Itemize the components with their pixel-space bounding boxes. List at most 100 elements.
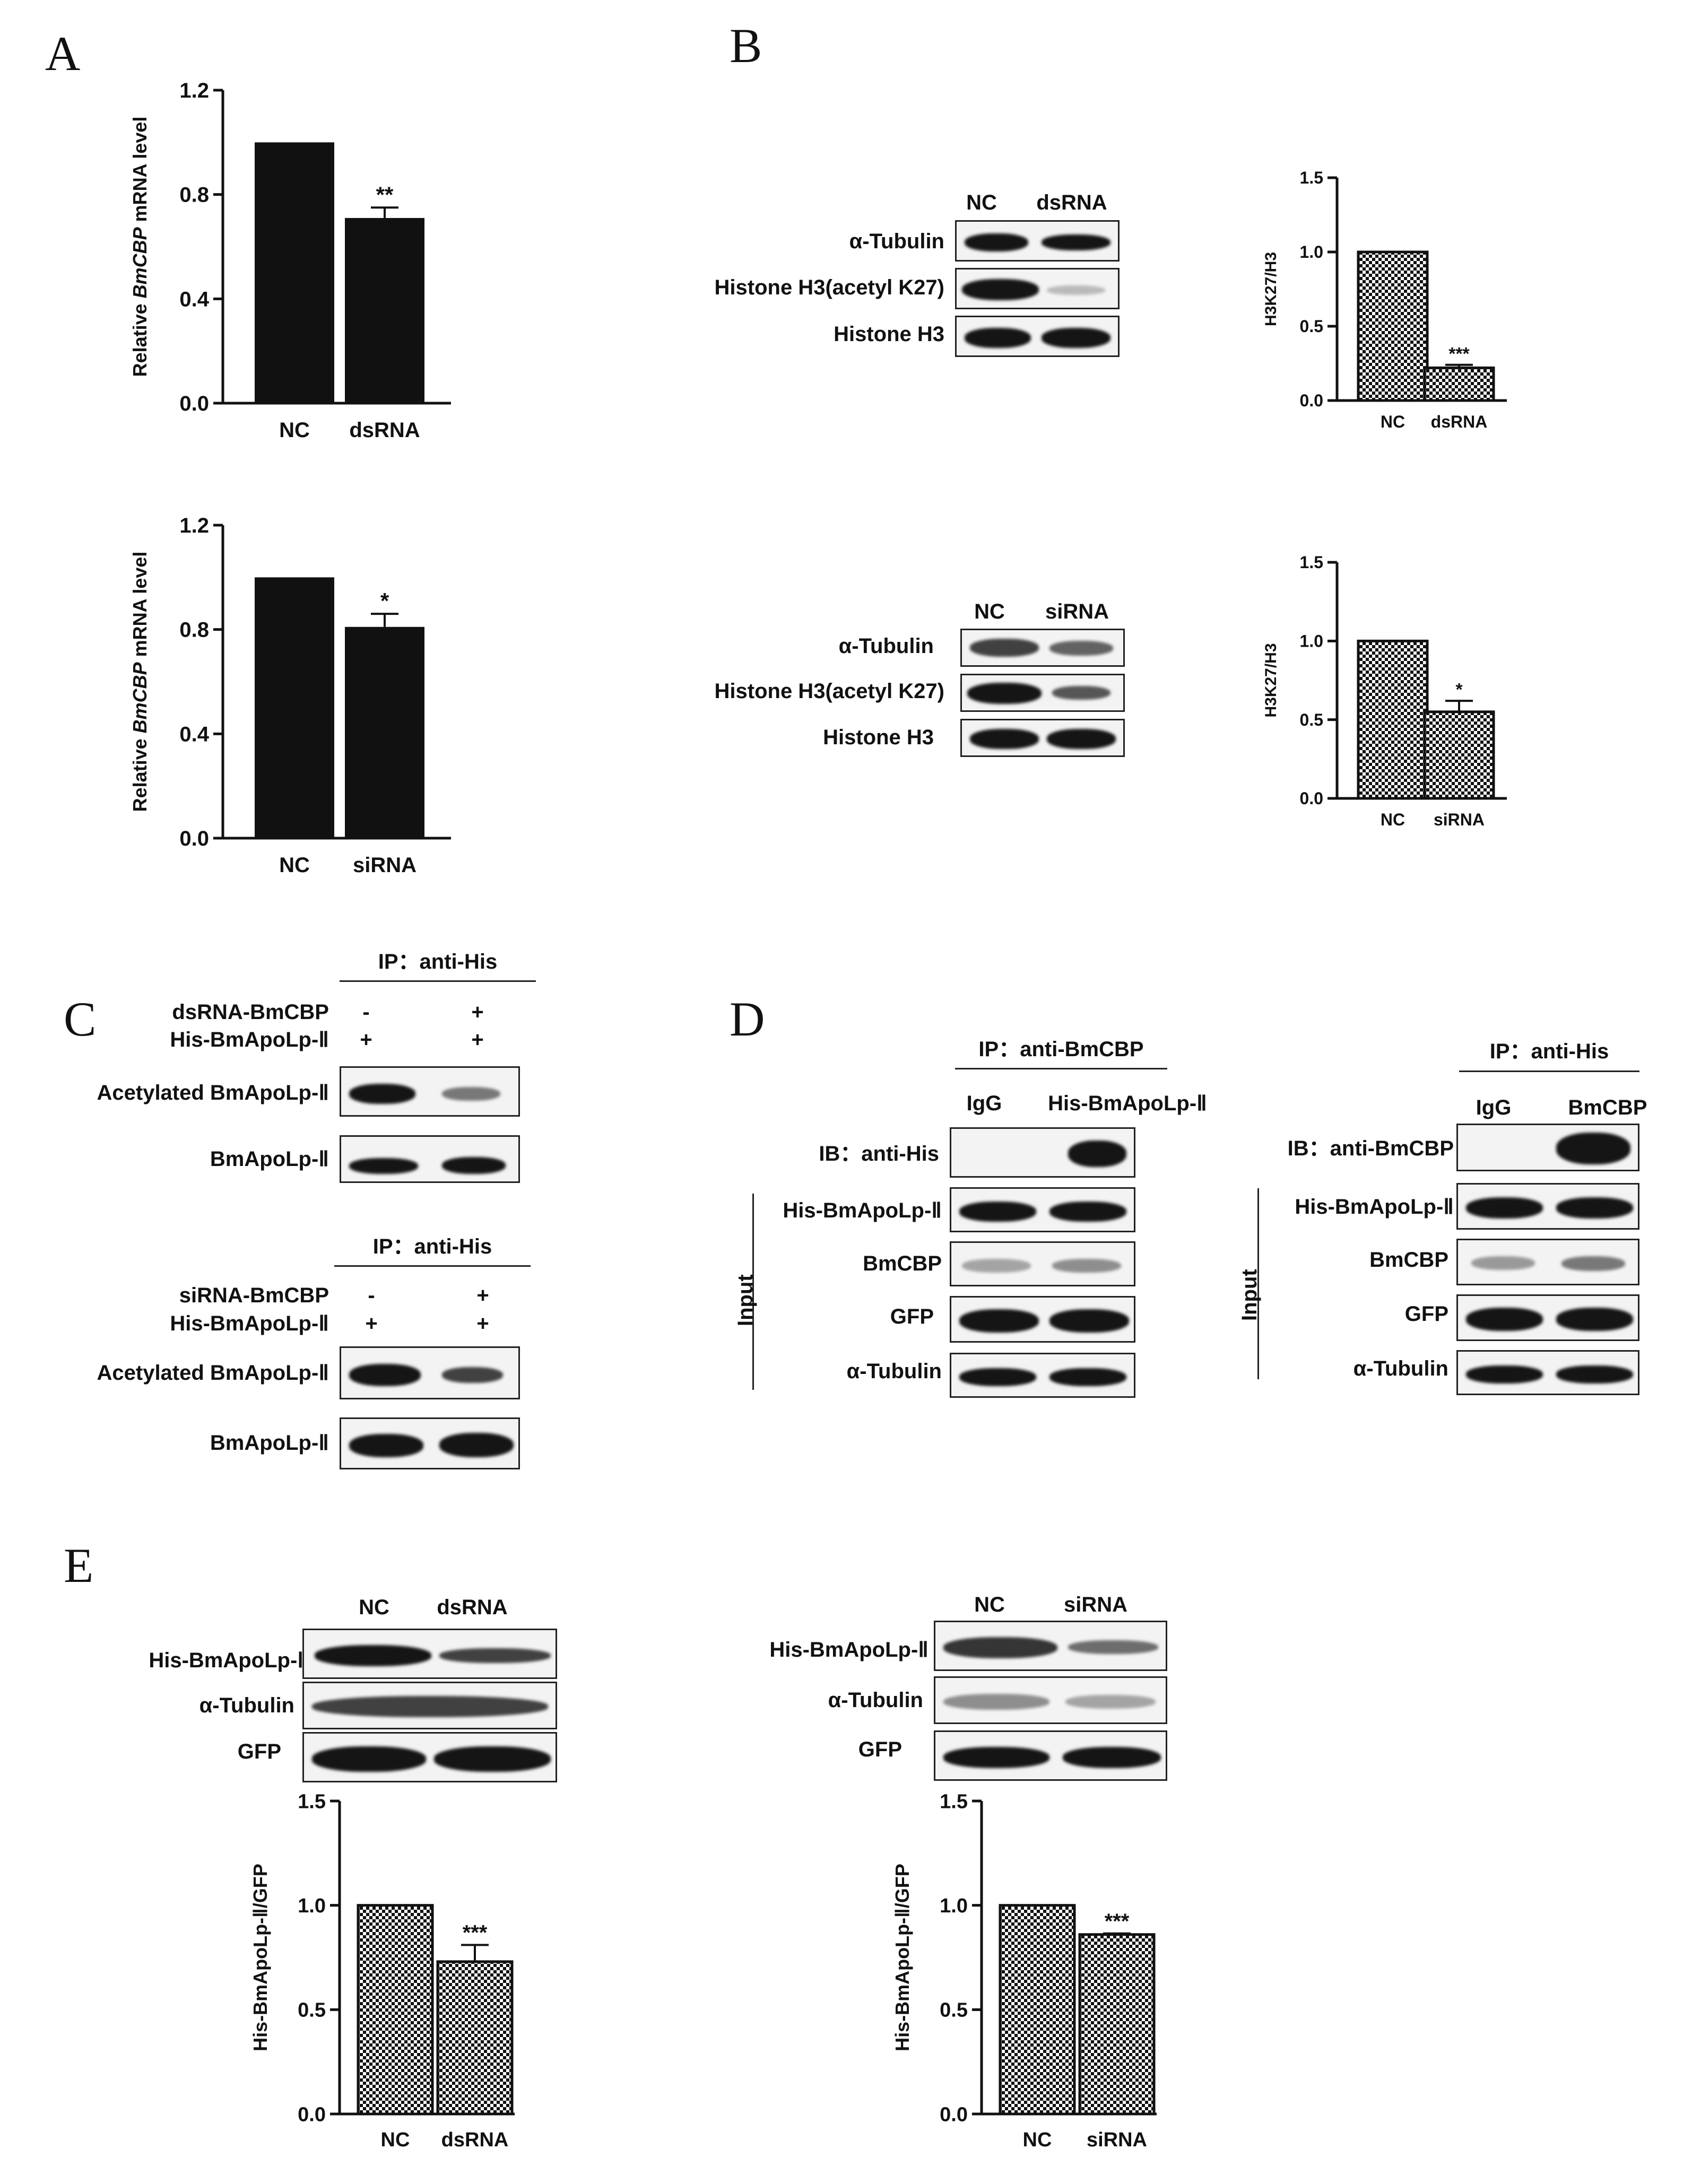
sign: + <box>365 1312 378 1335</box>
row-label: Histone H3(acetyl K27) <box>714 276 944 299</box>
blot-strip <box>934 1730 1167 1781</box>
blot-strip <box>960 674 1125 712</box>
lane-label: NC <box>966 191 997 214</box>
input-label: Input <box>734 1274 757 1326</box>
western-blot-band-icon <box>1556 1133 1630 1164</box>
western-blot-band-icon <box>1556 1308 1633 1331</box>
x-tick-label: NC <box>1023 2129 1052 2151</box>
western-blot-band-icon <box>1561 1256 1625 1271</box>
lane-label: dsRNA <box>1036 191 1107 214</box>
western-blot-band-icon <box>959 1368 1036 1386</box>
x-tick-label: dsRNA <box>1431 412 1488 431</box>
row-label: BmCBP <box>1369 1248 1448 1272</box>
sign: + <box>471 1028 484 1051</box>
row-label: BmApoLp-Ⅱ <box>210 1431 329 1455</box>
ip-underline <box>955 1068 1167 1069</box>
y-tick-label: 1.0 <box>1300 242 1323 262</box>
condition-label: His-BmApoLp-Ⅱ <box>170 1312 329 1335</box>
row-label: α-Tubulin <box>849 230 944 253</box>
y-tick-label: 0.5 <box>1300 710 1323 729</box>
western-blot-band-icon <box>439 1648 551 1663</box>
x-tick-label: NC <box>1381 810 1405 829</box>
lane-label: BmCBP <box>1568 1096 1647 1119</box>
western-blot-band-icon <box>442 1367 503 1383</box>
bar <box>1357 250 1429 402</box>
western-blot-band-icon <box>965 328 1031 348</box>
western-blot-band-icon <box>1047 285 1105 295</box>
bar <box>436 1960 514 2116</box>
y-tick-label: 0.4 <box>179 288 209 311</box>
sign: - <box>362 1000 370 1024</box>
x-tick-label: NC <box>1381 412 1405 431</box>
western-blot-band-icon <box>1049 1309 1129 1333</box>
blot-strip <box>950 1241 1135 1286</box>
blot-strip <box>302 1682 557 1729</box>
sign: + <box>471 1000 484 1024</box>
lane-label: IgG <box>966 1092 1002 1115</box>
western-blot-band-icon <box>1049 641 1113 656</box>
significance-marker: *** <box>1448 344 1470 364</box>
western-blot-band-icon <box>962 279 1039 300</box>
y-tick-label: 0.0 <box>179 827 209 850</box>
western-blot-band-icon <box>1049 1202 1126 1222</box>
ip-label: IP：anti-His <box>378 950 498 973</box>
western-blot-band-icon <box>439 1433 514 1457</box>
blot-strip <box>340 1066 520 1117</box>
blot-strip <box>1456 1294 1639 1341</box>
western-blot-band-icon <box>312 1746 426 1772</box>
western-blot-band-icon <box>1068 1640 1158 1654</box>
western-blot-band-icon <box>315 1645 431 1666</box>
y-tick-label: 1.5 <box>1300 168 1323 187</box>
western-blot-band-icon <box>943 1637 1057 1658</box>
blot-strip <box>340 1417 520 1469</box>
significance-marker: *** <box>1105 1910 1130 1933</box>
western-blot-band-icon <box>1065 1695 1156 1709</box>
sign: - <box>368 1284 375 1307</box>
blot-strip <box>955 316 1120 357</box>
bar-chart-e1: 0.0 0.5 1.0 1.5 His-BmApoLp-Ⅱ/GFP NC *** dsRNA <box>249 1790 515 2151</box>
input-label: Input <box>1238 1269 1261 1321</box>
western-blot-band-icon <box>1466 1365 1543 1384</box>
x-tick-label: siRNA <box>1434 810 1485 829</box>
lane-label: NC <box>974 600 1005 623</box>
blot-strip <box>960 719 1125 757</box>
bar <box>1423 710 1495 800</box>
row-label: α-Tubulin <box>199 1694 294 1717</box>
bar <box>255 577 334 838</box>
blot-strip <box>955 220 1120 262</box>
western-blot-band-icon <box>1063 1747 1161 1768</box>
sign: + <box>360 1028 372 1051</box>
row-label: Acetylated BmApoLp-Ⅱ <box>97 1081 329 1104</box>
ip-label: IP：anti-BmCBP <box>978 1038 1144 1061</box>
y-tick-label: 0.5 <box>940 1999 968 2022</box>
row-label: GFP <box>858 1738 902 1761</box>
x-tick-label: NC <box>279 419 310 442</box>
row-label: α-Tubulin <box>846 1360 942 1383</box>
blot-strip <box>934 1621 1167 1671</box>
ip-label: IP：anti-His <box>1489 1040 1609 1063</box>
western-blot-band-icon <box>1466 1308 1543 1331</box>
y-tick-label: 0.8 <box>179 619 209 642</box>
y-tick-label: 0.0 <box>298 2103 326 2126</box>
ib-label: IB：anti-BmCBP <box>1287 1137 1454 1160</box>
bar-chart-b1: 0.0 0.5 1.0 1.5 H3K27/H3 NC *** dsRNA <box>1262 168 1507 431</box>
y-axis-label: Relative BmCBP mRNA level <box>133 117 151 377</box>
sign: + <box>476 1284 489 1307</box>
row-label: α-Tubulin <box>838 634 934 658</box>
y-axis-label: His-BmApoLp-Ⅱ/GFP <box>891 1864 913 2051</box>
input-bracket <box>752 1194 754 1390</box>
lane-label: IgG <box>1476 1096 1512 1119</box>
blot-strip <box>1456 1183 1639 1230</box>
western-blot-band-icon <box>1068 1141 1126 1167</box>
row-label: His-BmApoLp-Ⅱ <box>1295 1195 1454 1219</box>
lane-label: siRNA <box>1045 600 1109 623</box>
y-tick-label: 1.0 <box>1300 632 1323 651</box>
y-axis-label: His-BmApoLp-Ⅱ/GFP <box>249 1864 271 2051</box>
western-blot-band-icon <box>962 1259 1031 1273</box>
condition-label: dsRNA-BmCBP <box>172 1000 329 1024</box>
row-label: His-BmApoLp-Ⅱ <box>783 1199 942 1222</box>
western-blot-band-icon <box>1556 1365 1633 1384</box>
blot-strip <box>1456 1124 1639 1171</box>
panel-label-a: A <box>45 27 81 81</box>
x-tick-label: NC <box>279 854 310 877</box>
